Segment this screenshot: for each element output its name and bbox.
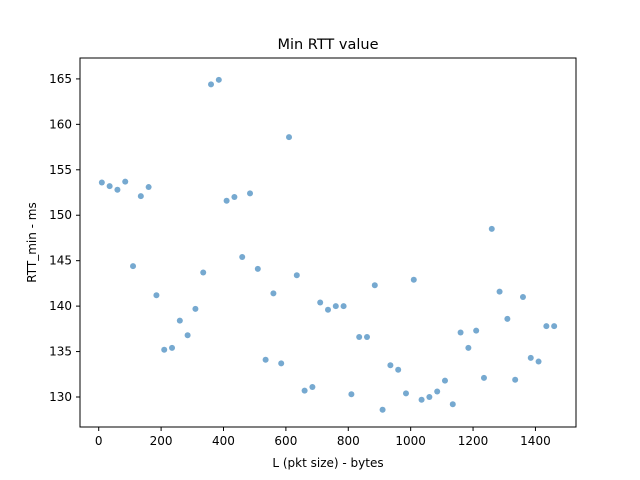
data-point [465,344,472,351]
y-tick-label: 135 [49,345,72,359]
x-tick-label: 1400 [520,434,551,448]
data-point [496,288,503,295]
y-axis-label: RTT_min - ms [25,202,39,282]
data-point [270,290,277,297]
data-point [293,272,300,279]
data-point [426,394,433,401]
data-point [223,197,230,204]
data-point [434,388,441,395]
data-point [473,327,480,334]
y-tick-label: 155 [49,163,72,177]
data-point [247,190,254,197]
x-tick-label: 800 [337,434,360,448]
data-point [543,323,550,330]
data-point [441,377,448,384]
y-tick-label: 160 [49,117,72,131]
data-point [161,346,168,353]
data-point [402,390,409,397]
data-point [176,317,183,324]
data-point [98,179,105,186]
data-point [512,376,519,383]
data-point [418,396,425,403]
data-point [379,406,386,413]
data-point [137,193,144,200]
data-point [395,366,402,373]
chart-title: Min RTT value [277,37,378,53]
data-point [192,305,199,312]
data-point [278,360,285,367]
data-point [317,299,324,306]
data-point [410,276,417,283]
data-point [239,254,246,261]
data-point [387,362,394,369]
data-point [504,315,511,322]
y-tick-label: 140 [49,299,72,313]
data-point [527,354,534,361]
data-point [363,334,370,341]
data-point [356,334,363,341]
data-point [231,194,238,201]
data-point [488,225,495,232]
data-point [301,387,308,394]
data-point [535,358,542,365]
data-point [215,76,222,83]
axis-ticks: 0 200 400 600 800 1000 1200 1400 130 135 140 145 150… [49,72,551,448]
y-tick-label: 150 [49,208,72,222]
data-point [480,374,487,381]
data-point [340,303,347,310]
x-tick-label: 400 [212,434,235,448]
data-point [153,292,160,299]
x-tick-label: 0 [95,434,103,448]
data-point [348,391,355,398]
data-point [145,184,152,191]
y-tick-label: 130 [49,390,72,404]
data-point [122,178,129,185]
data-points [98,76,558,413]
data-point [551,323,558,330]
data-point [130,263,137,270]
data-point [254,265,261,272]
data-point [371,282,378,289]
data-point [332,303,339,310]
data-point [449,401,456,408]
y-tick-label: 145 [49,254,72,268]
data-point [457,329,464,336]
data-point [169,344,176,351]
data-point [208,81,215,88]
data-point [106,183,113,190]
y-tick-label: 165 [49,72,72,86]
x-axis-label: L (pkt size) - bytes [272,456,383,470]
data-point [309,384,316,391]
data-point [286,134,293,141]
x-tick-label: 1200 [458,434,489,448]
data-point [200,269,207,276]
data-point [114,186,121,193]
plot-frame [79,57,577,428]
data-point [184,332,191,339]
x-tick-label: 200 [150,434,173,448]
data-point [325,306,331,313]
data-point [519,294,526,301]
x-tick-label: 1000 [395,434,426,448]
x-tick-label: 600 [274,434,297,448]
data-point [262,356,269,363]
